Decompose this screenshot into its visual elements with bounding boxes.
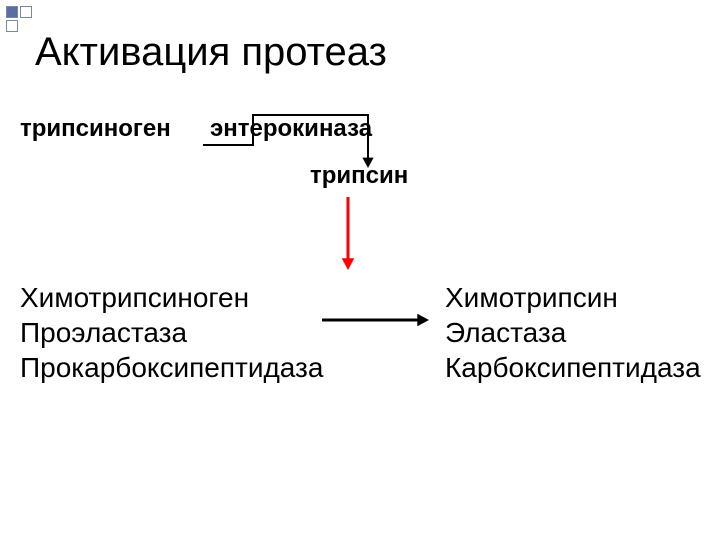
bullet-filled <box>6 6 18 18</box>
arrow-activation <box>320 310 435 330</box>
bullet-hollow-1 <box>20 6 32 18</box>
label-trypsinogen: трипсиноген <box>20 115 171 143</box>
slide-title: Активация протеаз <box>35 30 387 75</box>
bullet-hollow-2 <box>6 20 18 32</box>
arrow-enterokinase <box>198 110 398 170</box>
arrow-trypsin-down <box>338 195 358 275</box>
slide-bullets <box>0 0 32 32</box>
label-enzymes: ХимотрипсинЭластазаКарбоксипептидаза <box>445 280 701 385</box>
label-zymogens: ХимотрипсиногенПроэластазаПрокарбоксипеп… <box>20 280 323 385</box>
